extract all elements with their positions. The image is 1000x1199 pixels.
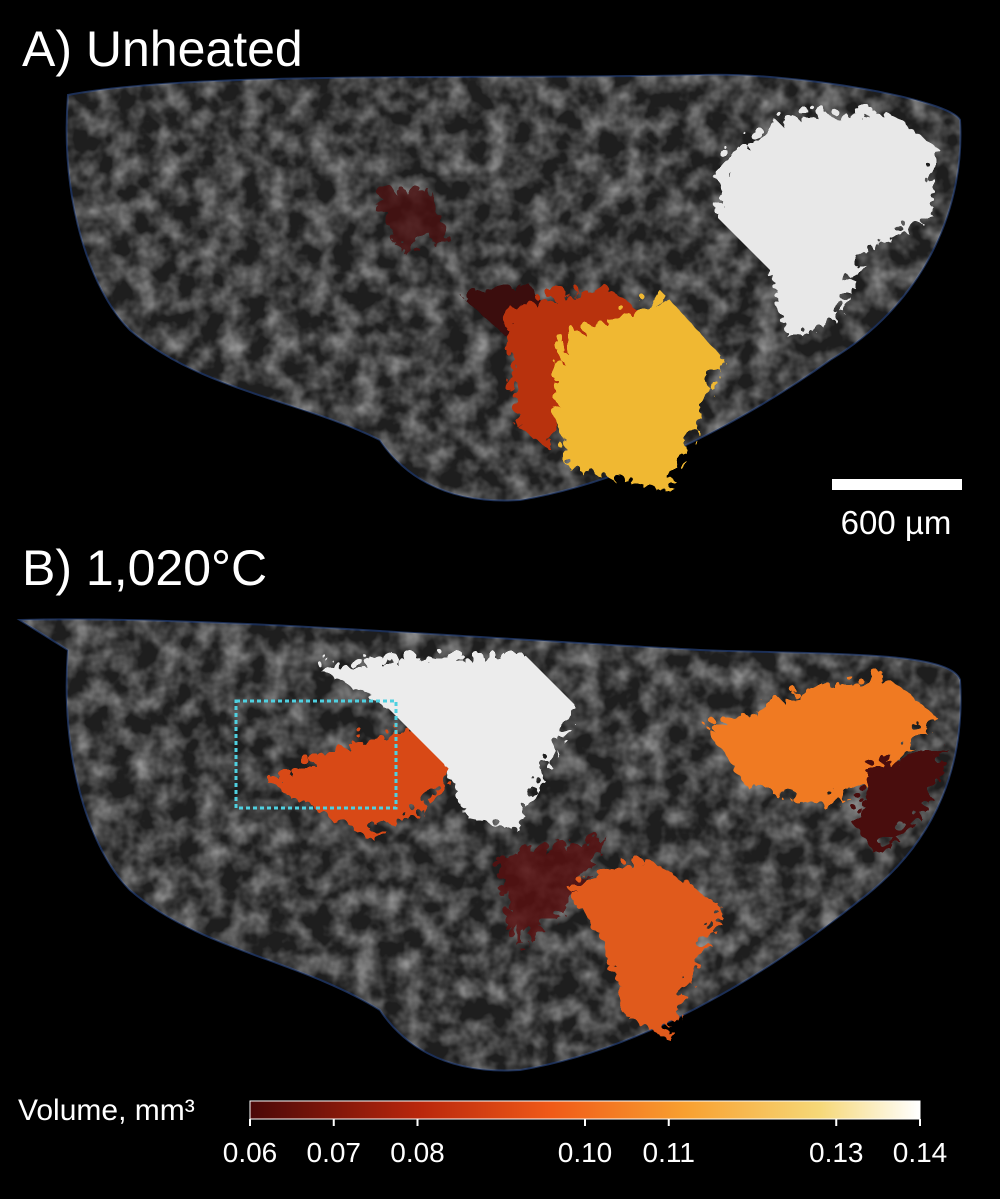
colorbar-label: Volume, mm³ [18, 1094, 195, 1127]
panel-label: A) Unheated [22, 21, 303, 77]
colorbar-tick-label: 0.10 [558, 1137, 613, 1168]
colorbar-tick-label: 0.14 [893, 1137, 948, 1168]
colorbar-tick-label: 0.08 [390, 1137, 445, 1168]
colorbar-tick-label: 0.06 [223, 1137, 278, 1168]
colorbar-tick-label: 0.11 [643, 1137, 695, 1168]
sample-b [16, 618, 962, 1072]
scale-bar [832, 479, 962, 490]
sample-a [65, 73, 962, 502]
panel-label: B) 1,020°C [22, 540, 267, 596]
colorbar-tick-label: 0.07 [307, 1137, 362, 1168]
colorbar [249, 1100, 921, 1120]
inset-box [234, 699, 398, 810]
colorbar-tick-label: 0.13 [809, 1137, 864, 1168]
scale-bar-label: 600 µm [841, 504, 952, 541]
